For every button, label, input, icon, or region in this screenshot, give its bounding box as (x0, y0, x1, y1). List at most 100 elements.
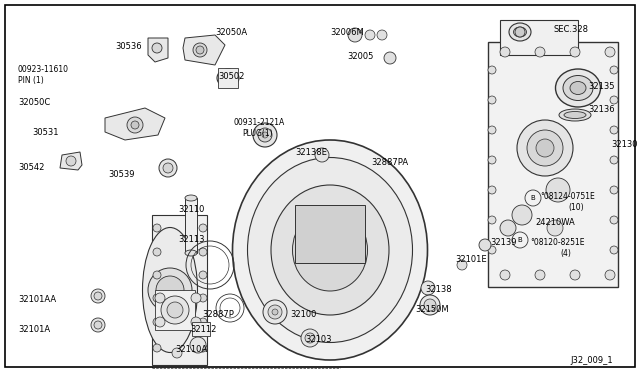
Text: J32_009_1: J32_009_1 (570, 356, 612, 365)
Text: 32110A: 32110A (175, 345, 207, 354)
Text: B: B (518, 237, 522, 243)
Text: 32138: 32138 (425, 285, 452, 294)
Circle shape (148, 268, 192, 312)
Text: 32005: 32005 (347, 52, 373, 61)
Ellipse shape (563, 76, 593, 100)
Circle shape (167, 302, 183, 318)
Text: 30536: 30536 (115, 42, 142, 51)
Bar (295, 205, 365, 263)
Text: °08120-8251E: °08120-8251E (530, 238, 584, 247)
Circle shape (172, 348, 182, 358)
Circle shape (547, 220, 563, 236)
Text: 32110: 32110 (178, 205, 204, 214)
Circle shape (163, 163, 173, 173)
Ellipse shape (556, 69, 600, 107)
Circle shape (199, 294, 207, 302)
Text: (10): (10) (568, 203, 584, 212)
Circle shape (268, 305, 282, 319)
Circle shape (500, 270, 510, 280)
Text: 00923-11610: 00923-11610 (18, 65, 69, 74)
Circle shape (199, 248, 207, 256)
Circle shape (253, 123, 277, 147)
Text: B: B (531, 195, 536, 201)
Text: 32101E: 32101E (455, 255, 486, 264)
Text: 32112: 32112 (190, 325, 216, 334)
Circle shape (155, 293, 165, 303)
Bar (218, 68, 238, 88)
Circle shape (94, 292, 102, 300)
Circle shape (421, 281, 435, 295)
Circle shape (191, 317, 201, 327)
Circle shape (193, 43, 207, 57)
Circle shape (263, 300, 287, 324)
Circle shape (305, 333, 315, 343)
Circle shape (199, 318, 207, 326)
Text: 30542: 30542 (18, 163, 44, 172)
Circle shape (258, 128, 272, 142)
Circle shape (610, 96, 618, 104)
Text: 32101A: 32101A (18, 325, 50, 334)
Text: PIN (1): PIN (1) (18, 76, 44, 85)
Bar (152, 215, 207, 365)
Ellipse shape (509, 23, 531, 41)
Ellipse shape (217, 69, 239, 87)
Text: 32138E: 32138E (295, 148, 327, 157)
Text: 32100: 32100 (290, 310, 316, 319)
Circle shape (131, 121, 139, 129)
Circle shape (153, 248, 161, 256)
Circle shape (535, 47, 545, 57)
Circle shape (512, 205, 532, 225)
Text: 32101AA: 32101AA (18, 295, 56, 304)
Text: 30502: 30502 (218, 72, 244, 81)
Ellipse shape (143, 228, 198, 353)
Circle shape (153, 271, 161, 279)
Circle shape (515, 27, 525, 37)
Text: PLUG(1): PLUG(1) (242, 129, 273, 138)
Circle shape (348, 28, 362, 42)
Circle shape (570, 270, 580, 280)
Circle shape (196, 46, 204, 54)
Circle shape (535, 270, 545, 280)
Circle shape (94, 321, 102, 329)
Bar (192, 322, 210, 336)
Circle shape (500, 220, 516, 236)
Text: 32135: 32135 (588, 82, 614, 91)
Circle shape (315, 148, 329, 162)
Text: 32050C: 32050C (18, 98, 51, 107)
Circle shape (488, 66, 496, 74)
Circle shape (127, 117, 143, 133)
Text: 32136: 32136 (588, 105, 614, 114)
Polygon shape (183, 35, 225, 65)
Polygon shape (60, 152, 82, 170)
Text: 32887P: 32887P (202, 310, 234, 319)
Circle shape (156, 276, 184, 304)
Circle shape (570, 47, 580, 57)
Ellipse shape (221, 73, 235, 83)
Circle shape (488, 126, 496, 134)
Circle shape (488, 216, 496, 224)
Circle shape (479, 239, 491, 251)
Circle shape (272, 309, 278, 315)
Polygon shape (105, 108, 165, 140)
Circle shape (377, 30, 387, 40)
Text: 24210WA: 24210WA (535, 218, 575, 227)
Text: 32103: 32103 (305, 335, 332, 344)
Circle shape (610, 156, 618, 164)
Circle shape (91, 289, 105, 303)
Circle shape (152, 43, 162, 53)
Circle shape (199, 224, 207, 232)
Circle shape (488, 156, 496, 164)
Circle shape (610, 66, 618, 74)
Ellipse shape (271, 185, 389, 315)
Circle shape (155, 317, 165, 327)
Ellipse shape (292, 209, 367, 291)
Text: (4): (4) (560, 249, 571, 258)
Text: 00931-2121A: 00931-2121A (233, 118, 284, 127)
Circle shape (488, 186, 496, 194)
Ellipse shape (185, 195, 197, 201)
Circle shape (488, 246, 496, 254)
Circle shape (153, 344, 161, 352)
Circle shape (546, 178, 570, 202)
Circle shape (517, 120, 573, 176)
Circle shape (610, 216, 618, 224)
